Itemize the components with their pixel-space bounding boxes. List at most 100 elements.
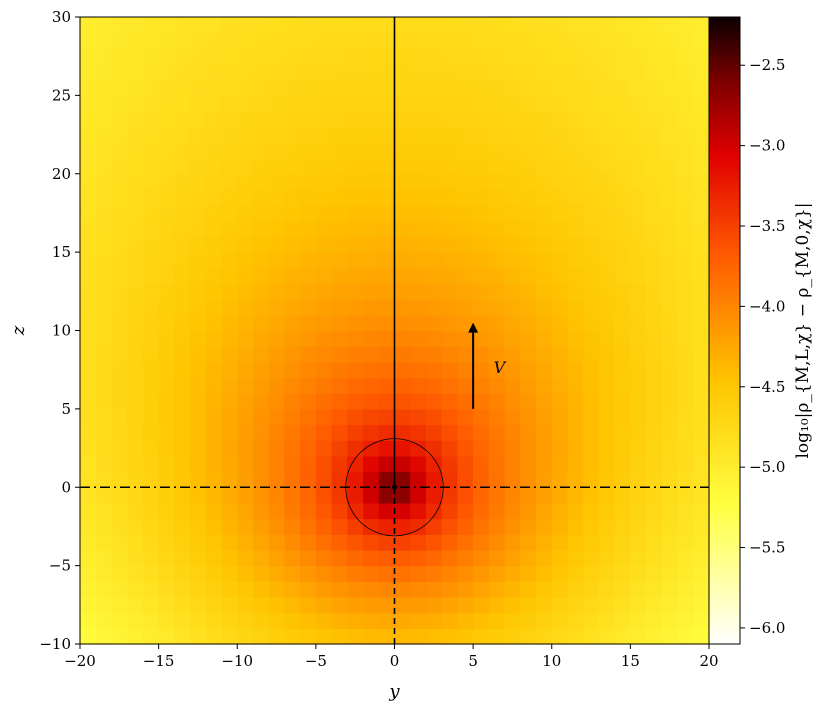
heatmap-cell bbox=[410, 283, 427, 300]
heatmap-cell bbox=[520, 126, 537, 143]
heatmap-cell bbox=[488, 455, 506, 473]
heatmap-cell bbox=[536, 111, 553, 128]
heatmap-cell bbox=[190, 236, 207, 253]
heatmap-cell bbox=[363, 205, 380, 222]
heatmap-cell bbox=[347, 189, 364, 206]
heatmap-cell bbox=[646, 596, 663, 614]
heatmap-cell bbox=[268, 173, 286, 191]
heatmap-cell bbox=[111, 471, 128, 488]
heatmap-cell bbox=[488, 361, 506, 379]
heatmap-cell bbox=[363, 534, 380, 551]
heatmap-cell bbox=[221, 48, 238, 65]
heatmap-cell bbox=[630, 220, 647, 238]
heatmap-cell bbox=[111, 361, 128, 379]
heatmap-cell bbox=[441, 220, 458, 238]
heatmap-cell bbox=[630, 549, 647, 567]
heatmap-cell bbox=[111, 393, 128, 410]
heatmap-cell bbox=[693, 173, 710, 191]
heatmap-cell bbox=[661, 17, 679, 34]
heatmap-cell bbox=[142, 267, 160, 285]
heatmap-cell bbox=[95, 534, 113, 551]
heatmap-cell bbox=[598, 455, 616, 473]
heatmap-cell bbox=[614, 487, 631, 504]
heatmap-cell bbox=[221, 440, 238, 457]
heatmap-cell bbox=[315, 440, 333, 457]
heatmap-cell bbox=[567, 518, 584, 535]
heatmap-cell bbox=[583, 79, 600, 96]
heatmap-cell bbox=[551, 440, 569, 457]
heatmap-cell bbox=[237, 361, 254, 379]
heatmap-cell bbox=[331, 64, 348, 81]
heatmap-cell bbox=[693, 408, 710, 426]
heatmap-cell bbox=[473, 236, 490, 253]
heatmap-cell bbox=[127, 48, 144, 65]
heatmap-cell bbox=[630, 455, 647, 473]
heatmap-cell bbox=[457, 126, 474, 143]
heatmap-cell bbox=[363, 173, 380, 191]
heatmap-cell bbox=[158, 32, 175, 49]
heatmap-cell bbox=[95, 377, 113, 394]
heatmap-cell bbox=[237, 565, 254, 582]
heatmap-cell bbox=[300, 596, 317, 614]
heatmap-cell bbox=[677, 549, 694, 567]
heatmap-cell bbox=[614, 440, 631, 457]
heatmap-cell bbox=[598, 628, 616, 645]
heatmap-cell bbox=[457, 502, 474, 520]
heatmap-cell bbox=[237, 424, 254, 441]
heatmap-cell bbox=[378, 549, 396, 567]
heatmap-cell bbox=[142, 377, 160, 394]
heatmap-cell bbox=[457, 346, 474, 363]
heatmap-cell bbox=[142, 596, 160, 614]
heatmap-cell bbox=[583, 518, 600, 535]
heatmap-cell bbox=[347, 95, 364, 112]
heatmap-cell bbox=[268, 628, 286, 645]
heatmap-cell bbox=[457, 330, 474, 347]
heatmap-cell bbox=[331, 314, 348, 332]
heatmap-cell bbox=[536, 79, 553, 96]
heatmap-cell bbox=[661, 612, 679, 629]
heatmap-cell bbox=[677, 189, 694, 206]
heatmap-cell bbox=[551, 111, 569, 128]
heatmap-cell bbox=[80, 236, 97, 253]
heatmap-cell bbox=[441, 314, 458, 332]
heatmap-cell bbox=[441, 205, 458, 222]
heatmap-cell bbox=[473, 612, 490, 629]
heatmap-cell bbox=[394, 111, 411, 128]
heatmap-cell bbox=[284, 189, 301, 206]
heatmap-cell bbox=[300, 361, 317, 379]
heatmap-cell bbox=[677, 440, 694, 457]
heatmap-cell bbox=[473, 393, 490, 410]
heatmap-cell bbox=[237, 346, 254, 363]
heatmap-cell bbox=[614, 142, 631, 159]
heatmap-cell bbox=[331, 565, 348, 582]
heatmap-cell bbox=[410, 612, 427, 629]
heatmap-cell bbox=[520, 95, 537, 112]
heatmap-cell bbox=[95, 158, 113, 175]
heatmap-cell bbox=[378, 189, 396, 206]
heatmap-cell bbox=[158, 518, 175, 535]
heatmap-cell bbox=[441, 79, 458, 96]
heatmap-cell bbox=[300, 158, 317, 175]
colorbar-tick-label: −6.0 bbox=[749, 619, 785, 637]
heatmap-cell bbox=[252, 408, 270, 426]
heatmap-cell bbox=[127, 361, 144, 379]
heatmap-cell bbox=[111, 440, 128, 457]
heatmap-cell bbox=[190, 64, 207, 81]
heatmap-cell bbox=[190, 393, 207, 410]
heatmap-cell bbox=[315, 612, 333, 629]
heatmap-cell bbox=[488, 408, 506, 426]
heatmap-cell bbox=[410, 64, 427, 81]
heatmap-cell bbox=[677, 314, 694, 332]
heatmap-cell bbox=[142, 487, 160, 504]
heatmap-cell bbox=[661, 158, 679, 175]
heatmap-cell bbox=[221, 79, 238, 96]
heatmap-cell bbox=[410, 17, 427, 34]
heatmap-cell bbox=[693, 487, 710, 504]
heatmap-cell bbox=[410, 518, 427, 535]
heatmap-cell bbox=[630, 48, 647, 65]
heatmap-cell bbox=[237, 393, 254, 410]
heatmap-cell bbox=[80, 361, 97, 379]
heatmap-cell bbox=[174, 628, 191, 645]
heatmap-cell bbox=[111, 158, 128, 175]
heatmap-cell bbox=[174, 549, 191, 567]
